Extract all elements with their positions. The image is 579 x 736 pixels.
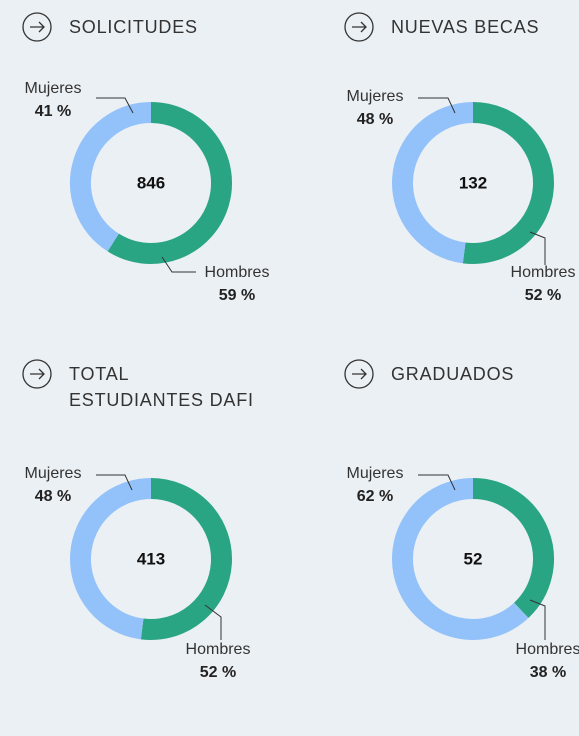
donut-segment — [462, 102, 554, 264]
center-total: 132 — [459, 173, 487, 192]
leader-line — [529, 599, 546, 640]
legend-label: Mujeres — [25, 80, 82, 97]
center-total: 846 — [137, 173, 165, 192]
leader-line — [418, 97, 456, 114]
leader-line — [529, 231, 546, 265]
data-label: 59 % — [219, 287, 255, 304]
leader-line — [96, 97, 134, 114]
donut-segment — [392, 478, 529, 640]
legend-label: Hombres — [511, 264, 576, 281]
legend-label: Hombres — [516, 641, 579, 658]
leader-line — [418, 474, 456, 491]
donut-segment — [392, 102, 474, 264]
data-label: 52 % — [525, 287, 561, 304]
center-total: 413 — [137, 549, 165, 568]
arrow-icon — [352, 21, 367, 33]
donut-segment — [70, 478, 152, 640]
center-total: 52 — [464, 549, 483, 568]
legend-label: Mujeres — [25, 465, 82, 482]
legend-label: Hombres — [186, 641, 251, 658]
data-label: 38 % — [530, 664, 566, 681]
chart-title: NUEVAS BECAS — [391, 17, 540, 37]
chart-title: TOTAL ESTUDIANTES DAFI — [69, 364, 254, 410]
donut-segment — [107, 102, 232, 264]
arrow-icon — [344, 359, 374, 389]
data-label: 62 % — [357, 488, 393, 505]
arrow-icon — [22, 12, 52, 42]
donut-segment — [140, 478, 232, 640]
legend-label: Mujeres — [347, 465, 404, 482]
donut-segment — [70, 102, 152, 252]
data-label: 48 % — [357, 111, 393, 128]
arrow-icon — [344, 12, 374, 42]
legend-label: Mujeres — [347, 88, 404, 105]
arrow-icon — [30, 368, 45, 380]
data-label: 52 % — [200, 664, 236, 681]
legend-label: Hombres — [205, 264, 270, 281]
data-label: 48 % — [35, 488, 71, 505]
donut-segment — [472, 478, 554, 619]
leader-line — [161, 256, 196, 273]
leader-line — [96, 474, 133, 491]
data-label: 41 % — [35, 103, 71, 120]
leader-line — [204, 604, 222, 640]
chart-title: GRADUADOS — [391, 364, 515, 384]
arrow-icon — [22, 359, 52, 389]
chart-title: SOLICITUDES — [69, 17, 198, 37]
arrow-icon — [30, 21, 45, 33]
arrow-icon — [352, 368, 367, 380]
